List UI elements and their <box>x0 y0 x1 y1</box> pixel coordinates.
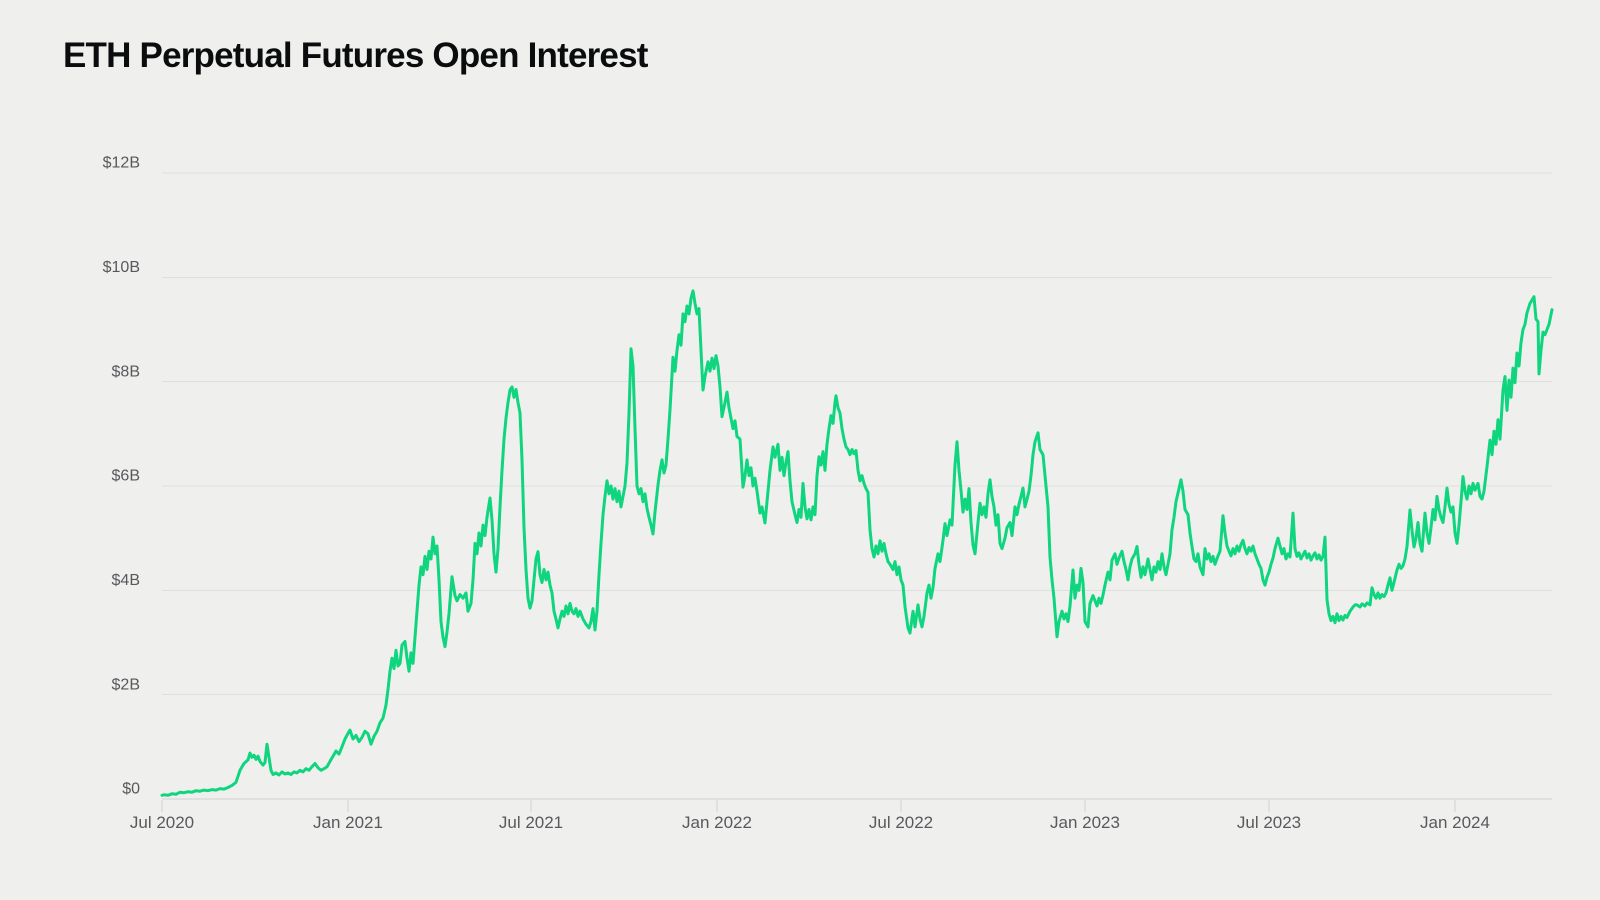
y-tick-label: $0 <box>122 781 140 798</box>
y-tick-label: $12B <box>103 155 140 172</box>
x-tick-label: Jul 2022 <box>869 813 933 832</box>
y-tick-label: $4B <box>112 572 140 589</box>
x-tick-label: Jul 2021 <box>499 813 563 832</box>
x-tick-label: Jul 2020 <box>130 813 194 832</box>
x-tick-label: Jan 2021 <box>313 813 383 832</box>
y-tick-label: $8B <box>112 363 140 380</box>
x-tick-label: Jul 2023 <box>1237 813 1301 832</box>
chart-title: ETH Perpetual Futures Open Interest <box>63 36 648 75</box>
y-tick-label: $6B <box>112 468 140 485</box>
x-tick-label: Jan 2022 <box>682 813 752 832</box>
open-interest-line-series <box>160 289 1554 797</box>
y-tick-label: $2B <box>112 676 140 693</box>
x-tick-label: Jan 2023 <box>1050 813 1120 832</box>
y-tick-label: $10B <box>103 259 140 276</box>
x-tick-label: Jan 2024 <box>1420 813 1490 832</box>
